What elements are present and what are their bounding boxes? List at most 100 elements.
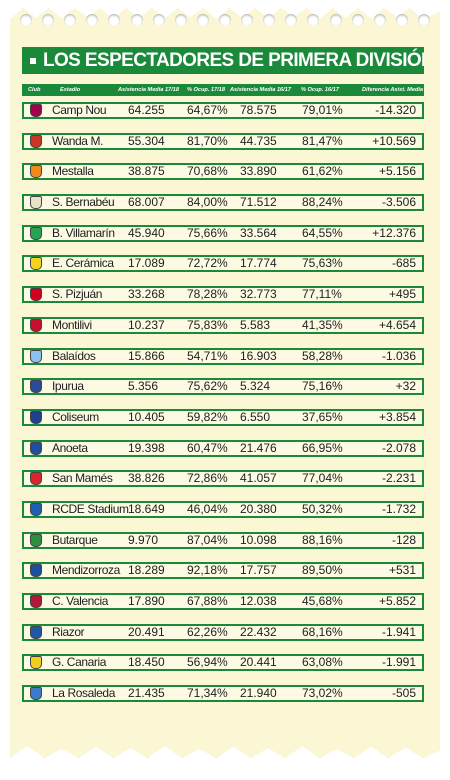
crest-shield-icon xyxy=(29,656,42,670)
attendance-difference: -3.506 xyxy=(381,195,416,210)
attendance-1718: 55.304 xyxy=(128,133,165,148)
villarreal-crest-icon xyxy=(28,257,43,271)
attendance-difference: +4.654 xyxy=(378,317,416,332)
attendance-1617: 32.773 xyxy=(240,287,277,302)
binder-hole xyxy=(351,14,364,26)
attendance-1718: 38.826 xyxy=(128,471,165,486)
attendance-1718: 38.875 xyxy=(128,164,165,179)
occupancy-1718: 75,83% xyxy=(187,317,228,332)
attendance-1617: 33.564 xyxy=(240,225,277,240)
table-row: Balaídos 15.866 54,71% 16.903 58,28% -1.036 xyxy=(22,347,424,365)
crest-shield-icon xyxy=(29,257,42,271)
stadium-name: B. Villamarín xyxy=(52,225,115,240)
attendance-difference: +5.852 xyxy=(378,594,416,608)
crest-shield-icon xyxy=(29,410,42,424)
binder-hole xyxy=(218,14,231,26)
binder-hole xyxy=(86,14,99,26)
stadium-name: E. Cerámica xyxy=(52,256,114,271)
attendance-1617: 6.550 xyxy=(240,409,271,424)
occupancy-1617: 61,62% xyxy=(302,164,343,179)
real-sociedad-crest-icon xyxy=(28,441,43,455)
table-row: Mestalla 38.875 70,68% 33.890 61,62% +5.156 xyxy=(22,163,424,181)
attendance-1718: 10.237 xyxy=(128,317,165,332)
attendance-1718: 10.405 xyxy=(128,409,165,424)
binder-hole xyxy=(130,14,143,26)
stadium-name: Riazor xyxy=(52,624,85,639)
page-title: LOS ESPECTADORES DE PRIMERA DIVISIÓN xyxy=(43,49,424,71)
stadium-name: Ipurua xyxy=(52,379,84,394)
occupancy-1718: 78,28% xyxy=(187,287,228,302)
binder-hole xyxy=(395,14,408,26)
crest-shield-icon xyxy=(29,104,42,117)
header-estadio: Estadio xyxy=(60,86,81,93)
girona-crest-icon xyxy=(28,318,43,332)
table-row: G. Canaria 18.450 56,94% 20.441 63,08% -1.991 xyxy=(22,654,424,672)
occupancy-1718: 72,72% xyxy=(187,256,228,271)
stadium-name: Butarque xyxy=(52,532,98,547)
stadium-name: San Mamés xyxy=(52,471,113,486)
crest-shield-icon xyxy=(29,318,42,332)
attendance-1718: 18.649 xyxy=(128,501,165,516)
crest-shield-icon xyxy=(29,564,42,578)
crest-shield-icon xyxy=(29,349,42,363)
table-row: San Mamés 38.826 72,86% 41.057 77,04% -2.231 xyxy=(22,470,424,488)
atletico-crest-icon xyxy=(28,134,43,148)
occupancy-1617: 68,16% xyxy=(302,624,343,639)
binder-hole xyxy=(263,14,276,26)
attendance-1718: 5.356 xyxy=(128,379,159,394)
attendance-1617: 41.057 xyxy=(240,471,277,486)
occupancy-1718: 60,47% xyxy=(187,440,228,455)
attendance-1617: 20.380 xyxy=(240,501,277,516)
crest-shield-icon xyxy=(29,134,42,148)
occupancy-1718: 71,34% xyxy=(187,686,228,701)
attendance-difference: +32 xyxy=(395,379,416,394)
occupancy-1718: 62,26% xyxy=(187,624,228,639)
attendance-1617: 17.774 xyxy=(240,256,277,271)
table-row: E. Cerámica 17.089 72,72% 17.774 75,63% -685 xyxy=(22,255,424,273)
crest-shield-icon xyxy=(29,533,42,547)
table-row: Mendizorroza 18.289 92,18% 17.757 89,50% +531 xyxy=(22,562,424,580)
table-row: Wanda M. 55.304 81,70% 44.735 81,47% +10.569 xyxy=(22,132,424,150)
table-header: Club Estadio Asistencia Media 17/18 % Oc… xyxy=(22,84,424,96)
athletic-crest-icon xyxy=(28,472,43,486)
attendance-1718: 19.398 xyxy=(128,440,165,455)
crest-shield-icon xyxy=(29,288,42,302)
binder-hole xyxy=(307,14,320,26)
eibar-crest-icon xyxy=(28,380,43,394)
crest-shield-icon xyxy=(29,472,42,486)
barcelona-crest-icon xyxy=(28,104,43,117)
occupancy-1718: 72,86% xyxy=(187,471,228,486)
binder-hole xyxy=(108,14,121,26)
occupancy-1617: 88,24% xyxy=(302,195,343,210)
binder-hole xyxy=(152,14,165,26)
occupancy-1617: 63,08% xyxy=(302,655,343,670)
celta-crest-icon xyxy=(28,349,43,363)
betis-crest-icon xyxy=(28,226,43,240)
occupancy-1718: 56,94% xyxy=(187,655,228,670)
attendance-difference: -2.078 xyxy=(381,440,416,455)
levante-crest-icon xyxy=(28,595,43,608)
attendance-1617: 5.583 xyxy=(240,317,271,332)
occupancy-1617: 66,95% xyxy=(302,440,343,455)
crest-shield-icon xyxy=(29,165,42,179)
stadium-name: Mendizorroza xyxy=(52,563,120,578)
occupancy-1718: 75,62% xyxy=(187,379,228,394)
attendance-difference: +495 xyxy=(388,287,416,302)
table-row: Ipurua 5.356 75,62% 5.324 75,16% +32 xyxy=(22,378,424,396)
stadium-name: S. Pizjuán xyxy=(52,287,103,302)
binder-hole xyxy=(417,14,430,26)
table-row: Coliseum 10.405 59,82% 6.550 37,65% +3.854 xyxy=(22,408,424,426)
table-row: Anoeta 19.398 60,47% 21.476 66,95% -2.078 xyxy=(22,439,424,457)
leganes-crest-icon xyxy=(28,533,43,547)
occupancy-1718: 59,82% xyxy=(187,409,228,424)
attendance-difference: +5.156 xyxy=(378,164,416,179)
alaves-crest-icon xyxy=(28,564,43,578)
header-asist-1718: Asistencia Media 17/18 xyxy=(118,86,179,93)
attendance-1718: 18.289 xyxy=(128,563,165,578)
binder-hole xyxy=(373,14,386,26)
binder-hole xyxy=(20,14,32,26)
header-asist-1617: Asistencia Media 16/17 xyxy=(230,86,291,93)
stadium-name: RCDE Stadium xyxy=(52,501,129,516)
espanyol-crest-icon xyxy=(28,502,43,516)
stadium-name: C. Valencia xyxy=(52,594,109,608)
